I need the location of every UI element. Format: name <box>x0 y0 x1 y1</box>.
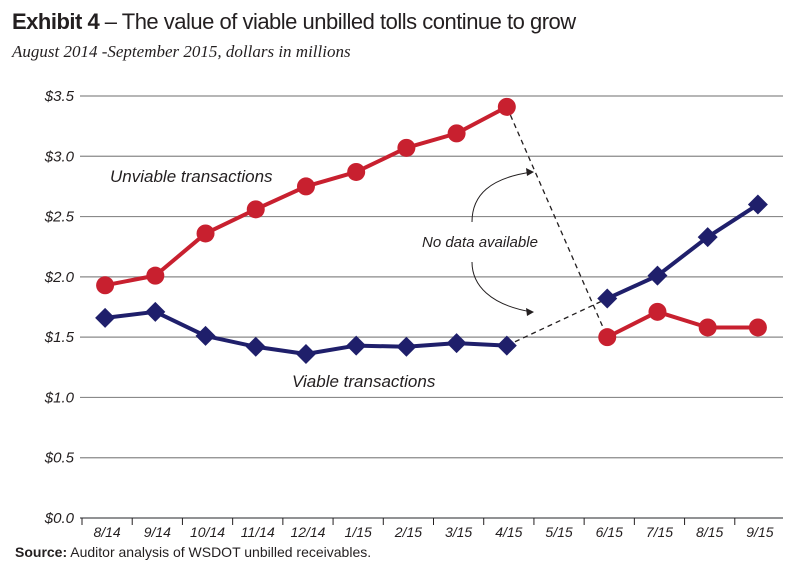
y-tick-label: $3.5 <box>44 88 75 105</box>
data-point <box>747 194 768 215</box>
data-point <box>597 288 618 309</box>
x-tick-label: 6/15 <box>596 524 623 540</box>
arrow-up-head <box>526 168 534 176</box>
source-label: Source: <box>15 544 68 560</box>
data-point <box>598 328 617 347</box>
data-point <box>396 336 417 357</box>
annotations: Unviable transactions Viable transaction… <box>110 167 538 391</box>
data-point <box>748 318 767 337</box>
x-tick-label: 9/15 <box>746 524 773 540</box>
data-point <box>96 276 115 295</box>
data-point <box>346 335 367 356</box>
series-group <box>95 97 768 365</box>
title-text: – The value of viable unbilled tolls con… <box>99 9 576 34</box>
y-tick-label: $0.5 <box>44 450 75 467</box>
x-tick-label: 10/14 <box>190 524 225 540</box>
data-point <box>347 162 366 181</box>
x-tick-label: 1/15 <box>345 524 372 540</box>
no-data-connectors <box>506 106 608 347</box>
data-point <box>447 124 466 143</box>
data-point <box>296 177 315 196</box>
data-point <box>446 333 467 354</box>
x-tick-label: 4/15 <box>495 524 522 540</box>
x-tick-label: 11/14 <box>241 524 275 540</box>
x-tick-label: 12/14 <box>290 524 325 540</box>
data-point <box>648 302 667 321</box>
no-data-dashed-line <box>506 297 608 347</box>
x-tick-label: 5/15 <box>545 524 572 540</box>
y-tick-label: $0.0 <box>44 510 75 527</box>
data-point <box>697 227 718 248</box>
data-point <box>245 336 266 357</box>
arrow-down-icon <box>471 261 533 313</box>
series-line <box>104 105 508 288</box>
data-point <box>295 344 316 365</box>
data-point <box>146 266 165 285</box>
series-viable-transactions <box>95 194 768 365</box>
no-data-dashed-line <box>506 106 608 338</box>
x-tick-label: 9/14 <box>144 524 171 540</box>
data-point <box>145 301 166 322</box>
data-point <box>497 97 516 116</box>
series-label-viable: Viable transactions <box>292 372 436 391</box>
x-tick-label: 3/15 <box>445 524 472 540</box>
data-point <box>397 138 416 157</box>
series-label-unviable: Unviable transactions <box>110 167 273 186</box>
series-line <box>606 309 758 339</box>
y-tick-label: $1.5 <box>44 329 75 346</box>
exhibit-label: Exhibit 4 <box>12 9 100 34</box>
x-axis: 8/14 9/14 10/14 11/14 12/14 1/15 2/15 3/15 4/15 5… <box>81 518 774 540</box>
y-tick-label: $1.0 <box>44 389 75 406</box>
data-point <box>196 224 215 243</box>
gridlines <box>80 95 783 519</box>
y-tick-label: $2.5 <box>44 209 75 226</box>
series-unviable-transactions <box>96 97 767 347</box>
chart-title: Exhibit 4 – The value of viable unbilled… <box>12 9 576 35</box>
x-tick-label: 7/15 <box>646 524 673 540</box>
x-tick-label: 2/15 <box>394 524 422 540</box>
arrow-up-icon <box>471 171 533 223</box>
arrow-down-head <box>526 308 534 316</box>
x-tick-label: 8/15 <box>696 524 723 540</box>
y-axis-labels: $0.0 $0.5 $1.0 $1.5 $2.0 $2.5 $3.0 $3.5 <box>44 88 75 527</box>
x-tick-label: 8/14 <box>93 524 120 540</box>
source-text: Auditor analysis of WSDOT unbilled recei… <box>67 544 372 560</box>
source-note: Source: Auditor analysis of WSDOT unbill… <box>15 544 371 560</box>
data-point <box>95 307 116 328</box>
series-line <box>606 202 759 301</box>
data-point <box>698 318 717 337</box>
no-data-label: No data available <box>422 234 538 251</box>
data-point <box>647 265 668 286</box>
chart-subtitle: August 2014 -September 2015, dollars in … <box>12 42 351 61</box>
data-point <box>195 325 216 346</box>
data-point <box>246 200 265 219</box>
y-tick-label: $2.0 <box>44 269 75 286</box>
data-point <box>496 335 517 356</box>
y-tick-label: $3.0 <box>44 148 75 165</box>
